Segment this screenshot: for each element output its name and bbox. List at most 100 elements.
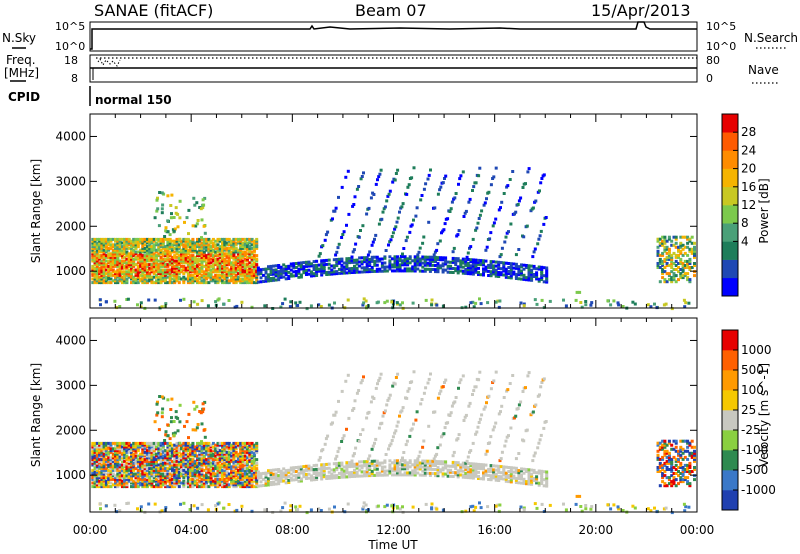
power-cell [235, 304, 239, 308]
velocity-cell [152, 474, 156, 478]
velocity-cell [246, 481, 249, 485]
velocity-cell [396, 459, 399, 463]
velocity-cell [232, 447, 236, 451]
velocity-cell [365, 460, 369, 464]
power-cell [214, 275, 218, 279]
power-cell [174, 206, 178, 210]
power-cell [663, 249, 667, 253]
power-cell [166, 268, 170, 272]
velocity-cell [134, 456, 138, 460]
power-cell [507, 262, 511, 265]
power-cell [507, 272, 511, 276]
power-cell [93, 263, 97, 267]
power-cell [202, 245, 206, 249]
velocity-cell [232, 461, 236, 465]
power-cell [145, 268, 149, 272]
velocity-cell [388, 467, 392, 471]
power-cell [492, 270, 496, 274]
power-cell [471, 264, 475, 268]
power-cell [401, 263, 405, 267]
velocity-data-cells [91, 370, 696, 515]
power-cell [330, 270, 334, 274]
power-cell [410, 176, 414, 180]
power-cell [471, 266, 475, 270]
power-cell [143, 239, 147, 243]
power-cell [139, 257, 143, 261]
power-cell [178, 237, 182, 241]
velocity-cell [327, 476, 331, 480]
velocity-cell [186, 454, 190, 458]
velocity-cell [130, 476, 133, 480]
velocity-cell [464, 461, 468, 465]
power-cell [168, 281, 172, 285]
power-cell [143, 263, 147, 267]
velocity-cell [248, 474, 252, 478]
power-cell [665, 239, 669, 243]
velocity-cell [152, 450, 156, 454]
velocity-cell [284, 481, 288, 485]
power-cell [451, 267, 455, 270]
power-cell [186, 266, 190, 270]
power-cell [143, 259, 147, 263]
velocity-cell [335, 476, 339, 480]
power-cell [182, 245, 186, 249]
velocity-cell [207, 452, 211, 456]
velocity-cell [102, 479, 106, 483]
power-cell [111, 248, 115, 252]
power-cell [527, 270, 531, 274]
power-cell [175, 275, 179, 279]
power-cell [468, 197, 472, 201]
power-cell [111, 255, 115, 259]
power-cell [297, 267, 301, 271]
power-cell [191, 224, 195, 228]
power-cell [471, 237, 475, 241]
velocity-cell [418, 465, 422, 469]
power-cell [196, 272, 199, 276]
power-cell [132, 259, 136, 263]
power-cell [370, 265, 374, 269]
power-cell [102, 257, 106, 261]
power-cell [431, 259, 435, 263]
power-cell [186, 255, 190, 259]
velocity-cell [509, 466, 513, 470]
power-cell [461, 265, 465, 269]
power-cell [182, 272, 186, 276]
power-cell [494, 264, 498, 268]
power-cell [321, 244, 325, 248]
power-cell [170, 239, 174, 243]
power-cell [246, 259, 249, 263]
power-cell [580, 305, 584, 309]
velocity-cell [232, 458, 236, 462]
velocity-cell [177, 450, 181, 454]
power-cell [109, 245, 113, 249]
velocity-cell [125, 481, 129, 485]
power-cell [279, 305, 283, 309]
power-cell [474, 228, 478, 232]
velocity-cell [102, 472, 106, 476]
power-cell [250, 257, 254, 261]
power-cell [166, 194, 170, 198]
velocity-cell [385, 473, 389, 477]
power-cell [416, 261, 420, 265]
velocity-cell [120, 449, 124, 453]
power-cell [177, 266, 181, 270]
power-cell [227, 257, 231, 261]
velocity-cell [292, 478, 296, 482]
power-cell [173, 281, 177, 285]
power-cell [471, 272, 475, 276]
velocity-cell [173, 458, 177, 462]
velocity-cell [223, 467, 227, 471]
velocity-cell [114, 441, 117, 445]
power-cell [193, 275, 197, 279]
velocity-cell [250, 450, 254, 454]
power-cell [125, 250, 129, 254]
velocity-cell [100, 445, 104, 449]
power-cell [401, 301, 404, 305]
velocity-cell [243, 467, 247, 471]
power-cell [223, 281, 227, 285]
power-cell [274, 268, 278, 272]
velocity-cell [223, 468, 227, 472]
power-cell [378, 259, 382, 263]
velocity-cell [114, 485, 117, 489]
power-cell [542, 266, 546, 270]
